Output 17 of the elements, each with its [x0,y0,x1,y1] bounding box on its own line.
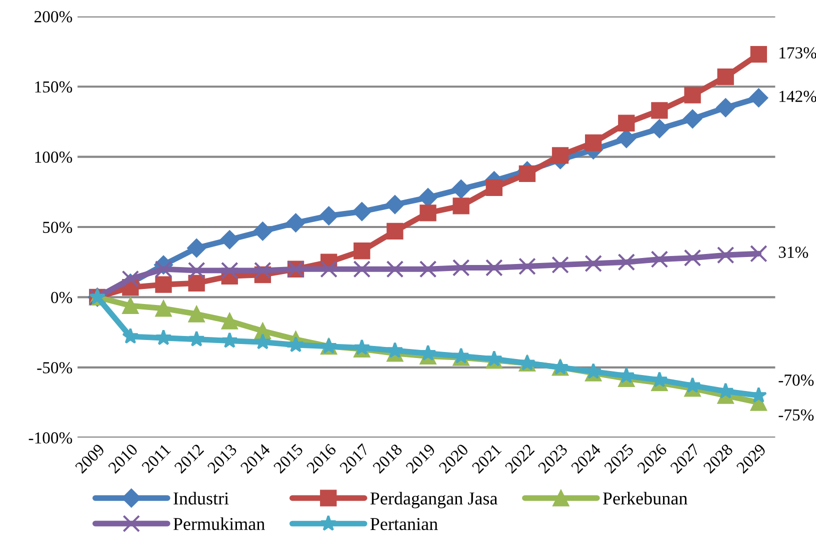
data-label: 31% [778,246,808,258]
legend-label: Perkebunan [602,492,688,505]
y-tick-label: 200% [34,11,72,22]
data-label: 142% [780,90,816,102]
y-tick-label: -100% [28,432,72,444]
legend-label: Pertanian [370,518,438,530]
y-tick-label: 100% [35,152,72,163]
y-tick-label: -50% [37,362,72,374]
legend-label: Perdagangan Jasa [370,492,498,508]
y-tick-label: 50% [43,222,72,234]
legend-label: Permukiman [173,517,265,530]
y-tick-label: 150% [35,81,72,93]
data-label: -75% [778,409,814,421]
data-label: -70% [778,374,814,386]
legend-label: Industri [174,492,229,505]
y-tick-label: 0% [51,292,72,304]
data-label: 173% [780,47,816,59]
